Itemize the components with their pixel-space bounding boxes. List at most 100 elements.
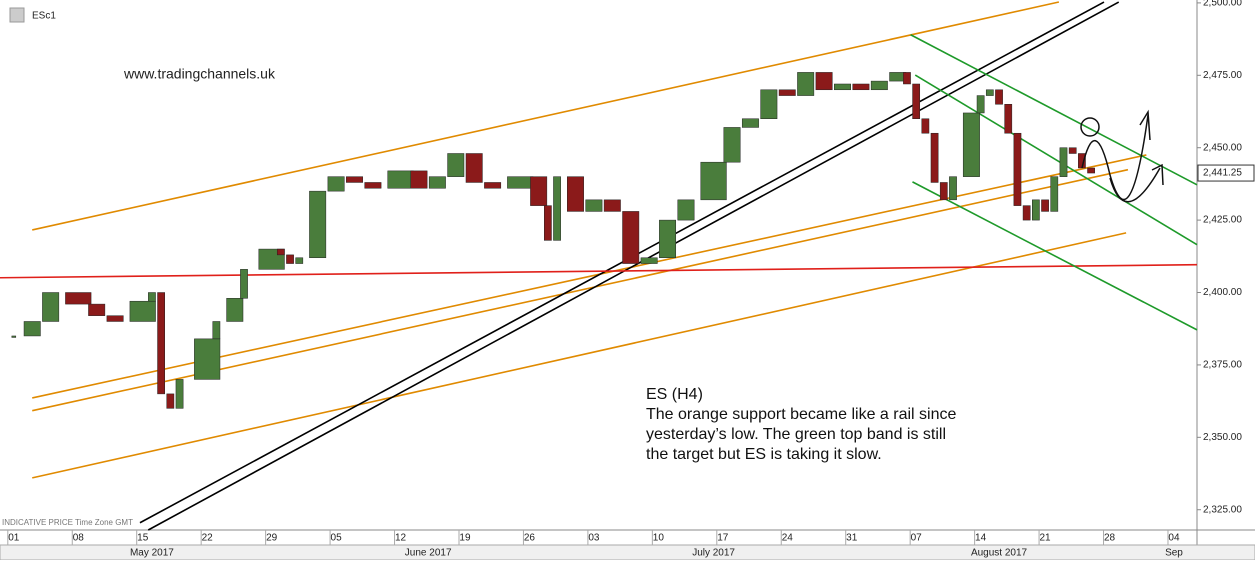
- month-label: Sep: [1165, 548, 1183, 559]
- month-label: July 2017: [692, 548, 735, 559]
- candle: [976, 95, 985, 114]
- candle: [659, 219, 677, 259]
- candle: [939, 182, 948, 201]
- candle: [194, 338, 221, 380]
- candle: [428, 176, 446, 189]
- x-tick-label: 01: [8, 533, 20, 544]
- candle: [129, 300, 156, 322]
- last-price-label: 2,441.25: [1203, 168, 1242, 179]
- trend-line: [914, 74, 1198, 246]
- candle: [700, 161, 727, 201]
- candle: [778, 89, 796, 96]
- x-tick-label: 29: [266, 533, 278, 544]
- trend-line: [147, 1, 1120, 531]
- trend-line: [32, 1, 1060, 231]
- candle: [723, 127, 741, 163]
- x-tick-label: 31: [846, 533, 858, 544]
- symbol-icon[interactable]: [9, 7, 25, 23]
- x-tick-label: 26: [524, 533, 536, 544]
- y-tick-label: 2,350.00: [1203, 432, 1242, 443]
- candle: [327, 176, 345, 192]
- candle: [276, 248, 285, 256]
- candle: [447, 153, 465, 177]
- symbol[interactable]: ESc1: [32, 11, 56, 22]
- candle: [212, 321, 221, 340]
- candle: [640, 257, 658, 264]
- note-line: the target but ES is taking it slow.: [646, 446, 882, 463]
- x-tick-label: 17: [717, 533, 729, 544]
- candle: [1087, 167, 1095, 174]
- trend-line: [910, 34, 1198, 186]
- candle: [465, 153, 483, 183]
- x-tick-label: 03: [588, 533, 600, 544]
- candle: [309, 190, 327, 259]
- candle: [1013, 132, 1022, 206]
- hand-arrows: [1080, 109, 1164, 203]
- x-tick-label: 04: [1168, 533, 1180, 544]
- candle: [834, 83, 851, 91]
- x-tick-label: 08: [73, 533, 85, 544]
- candle: [175, 379, 184, 409]
- x-tick-label: 22: [202, 533, 214, 544]
- candle: [870, 80, 888, 91]
- month-label: May 2017: [130, 548, 174, 559]
- x-tick-label: 24: [782, 533, 794, 544]
- candle: [484, 182, 502, 189]
- candle: [1041, 199, 1049, 212]
- candle: [410, 170, 428, 189]
- candle: [1059, 147, 1068, 177]
- candle: [11, 335, 17, 338]
- note-line: The orange support became like a rail si…: [646, 406, 956, 423]
- candle: [295, 257, 304, 264]
- candle: [760, 89, 778, 119]
- candle: [912, 83, 921, 119]
- x-tick-label: 12: [395, 533, 407, 544]
- y-tick-label: 2,400.00: [1203, 287, 1242, 298]
- candle: [1004, 104, 1013, 134]
- candle: [387, 170, 414, 189]
- candle: [88, 303, 106, 316]
- candle: [815, 72, 833, 91]
- candle: [741, 118, 759, 128]
- candle: [240, 269, 248, 299]
- y-tick-label: 2,425.00: [1203, 215, 1242, 226]
- candle: [949, 176, 957, 201]
- candle: [622, 211, 640, 264]
- candle: [364, 182, 382, 189]
- trend-line: [912, 181, 1198, 331]
- candle: [23, 321, 41, 337]
- trend-line: [139, 1, 1105, 524]
- y-tick-label: 2,450.00: [1203, 142, 1242, 153]
- footer: INDICATIVE PRICE Time Zone GMT: [2, 518, 133, 527]
- candle: [42, 292, 60, 322]
- candle: [677, 199, 695, 221]
- note-title: ES (H4): [646, 386, 703, 403]
- y-tick-label: 2,325.00: [1203, 504, 1242, 515]
- x-tick-label: 19: [459, 533, 471, 544]
- month-strip: [0, 544, 1255, 561]
- last-price-box: [1197, 164, 1255, 182]
- candle: [157, 292, 165, 395]
- candle: [995, 89, 1003, 105]
- candle: [1032, 199, 1040, 221]
- candle: [921, 118, 930, 134]
- candle: [797, 72, 815, 96]
- candle: [852, 83, 870, 91]
- month-label: June 2017: [405, 548, 452, 559]
- x-tick-label: 21: [1040, 533, 1052, 544]
- month-label: August 2017: [971, 548, 1028, 559]
- y-tick-label: 2,375.00: [1203, 360, 1242, 371]
- website: www.tradingchannels.uk: [123, 66, 276, 82]
- trend-line: [0, 263, 1198, 279]
- candle: [544, 205, 552, 241]
- note-line: yesterday’s low. The green top band is s…: [646, 426, 946, 443]
- candle: [553, 176, 561, 241]
- candle: [903, 72, 911, 85]
- candle: [1068, 147, 1077, 154]
- x-tick-label: 14: [975, 533, 987, 544]
- candle: [1022, 205, 1031, 221]
- candle: [106, 315, 124, 322]
- x-tick-label: 07: [911, 533, 923, 544]
- candle: [567, 176, 584, 212]
